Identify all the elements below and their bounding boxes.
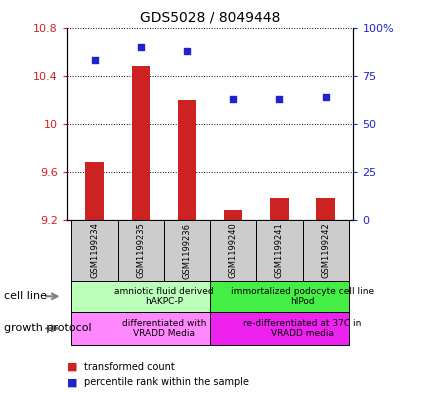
Bar (163, 220, 210, 281)
Bar (71, 312, 210, 345)
Bar (256, 220, 302, 281)
Bar (210, 220, 256, 281)
Text: re-differentiated at 37C in
VRADD media: re-differentiated at 37C in VRADD media (243, 319, 361, 338)
Text: growth protocol: growth protocol (4, 323, 92, 333)
Bar (177, 100, 196, 220)
Text: GSM1199236: GSM1199236 (182, 222, 191, 279)
Bar (71, 220, 117, 281)
Bar (270, 198, 288, 220)
Bar (117, 220, 163, 281)
Text: ■: ■ (67, 362, 77, 372)
Text: differentiated with
VRADD Media: differentiated with VRADD Media (121, 319, 206, 338)
Text: GSM1199242: GSM1199242 (320, 223, 329, 278)
Text: GSM1199241: GSM1199241 (274, 223, 283, 278)
Point (91, 57, 98, 63)
Bar (302, 220, 348, 281)
Bar (316, 198, 334, 220)
Bar (210, 281, 348, 312)
Text: immortalized podocyte cell line
hIPod: immortalized podocyte cell line hIPod (230, 286, 373, 306)
Point (229, 95, 236, 102)
Point (322, 94, 329, 100)
Bar (131, 66, 150, 220)
Point (183, 48, 190, 54)
Point (137, 44, 144, 50)
Text: transformed count: transformed count (84, 362, 175, 372)
Text: cell line: cell line (4, 291, 47, 301)
Text: percentile rank within the sample: percentile rank within the sample (84, 377, 249, 387)
Bar (210, 312, 348, 345)
Text: ■: ■ (67, 377, 77, 387)
Text: GSM1199235: GSM1199235 (136, 222, 145, 279)
Text: GSM1199240: GSM1199240 (228, 223, 237, 278)
Text: GSM1199234: GSM1199234 (90, 222, 99, 279)
Bar (224, 211, 242, 220)
Bar (71, 281, 210, 312)
Title: GDS5028 / 8049448: GDS5028 / 8049448 (140, 11, 280, 25)
Text: amniotic fluid derived
hAKPC-P: amniotic fluid derived hAKPC-P (114, 286, 213, 306)
Point (275, 95, 282, 102)
Bar (85, 162, 104, 220)
